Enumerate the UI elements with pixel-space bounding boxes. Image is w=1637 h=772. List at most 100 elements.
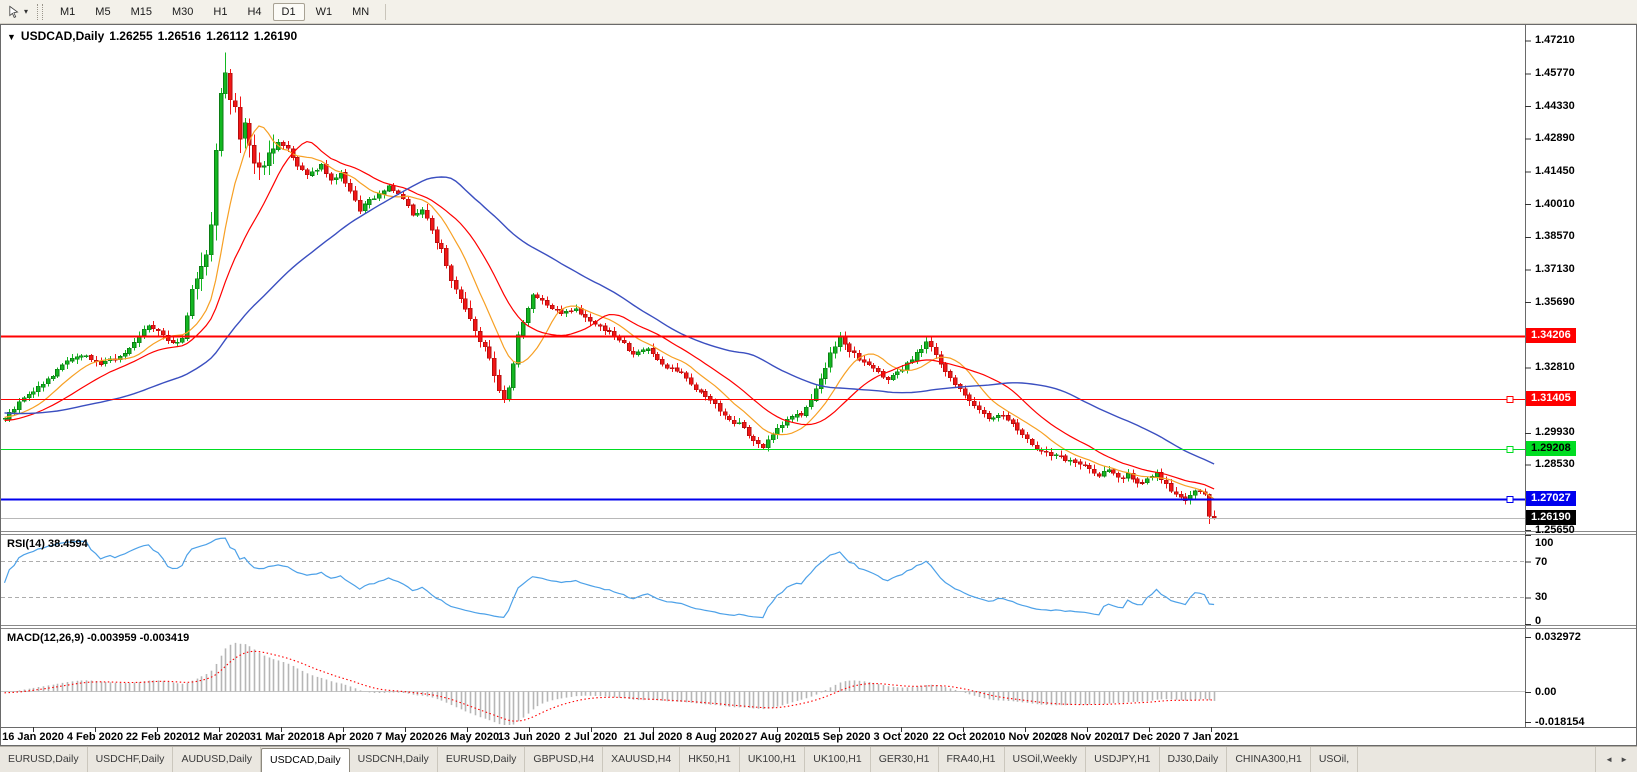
symbol-tabs: EURUSD,Daily USDCHF,Daily AUDUSD,Daily USDC… <box>0 747 1595 772</box>
tab-eurusd-daily[interactable]: EURUSD,Daily <box>0 747 88 772</box>
pointer-icon <box>9 5 19 18</box>
timeframe-button-mn[interactable]: MN <box>352 5 370 18</box>
price-tick-label: 1.41450 <box>1535 164 1575 177</box>
date-tick-label: 8 Aug 2020 <box>686 731 744 743</box>
price-tick-label: 1.28530 <box>1535 458 1575 471</box>
timeframe-button-h4[interactable]: H4 <box>247 5 262 18</box>
level-price-label: 1.34206 <box>1526 327 1576 343</box>
cursor-tool-dropdown-icon[interactable]: ▾ <box>24 7 29 16</box>
candles-series <box>3 52 1217 524</box>
macd-tick-label: 0.00 <box>1535 685 1557 698</box>
current-price-label: 1.26190 <box>1526 509 1576 525</box>
date-tick-label: 3 Oct 2020 <box>873 731 929 743</box>
date-tick-label: 22 Feb 2020 <box>125 731 189 743</box>
tab-dj30-daily[interactable]: DJ30,Daily <box>1160 747 1228 772</box>
tab-uk100-h1[interactable]: UK100,H1 <box>740 747 806 772</box>
timeframe-button-d1[interactable]: D1 <box>272 2 305 21</box>
date-tick-label: 7 Jan 2021 <box>1183 731 1239 743</box>
date-tick-label: 10 Nov 2020 <box>993 731 1057 743</box>
tab-uk100-h1[interactable]: UK100,H1 <box>805 747 871 772</box>
ohlc-open: 1.26255 <box>109 29 153 43</box>
tab-usdchf-daily[interactable]: USDCHF,Daily <box>88 747 174 772</box>
date-tick-label: 4 Feb 2020 <box>66 731 124 743</box>
tab-scroll-left-icon[interactable]: ◄ <box>1605 755 1614 764</box>
timeframe-button-m30[interactable]: M30 <box>171 5 194 18</box>
tab-scroll-right-icon[interactable]: ► <box>1620 755 1628 764</box>
rsi-pane <box>1 537 1525 619</box>
chart-structure <box>0 24 1637 746</box>
timeframe-button-m1[interactable]: M1 <box>60 5 76 18</box>
timeframe-button-h1[interactable]: H1 <box>213 5 228 18</box>
toolbar: ▾ M1 M5 M15 M30 H1 H4 D1 W1 MN <box>0 0 1637 24</box>
hline-handle <box>1506 396 1514 403</box>
rsi-tick-label: 70 <box>1535 555 1548 568</box>
toolbar-drag-handle[interactable] <box>37 3 44 20</box>
tab-usdcnh-daily[interactable]: USDCNH,Daily <box>350 747 438 772</box>
date-tick-label: 26 May 2020 <box>434 731 500 743</box>
macd-pane <box>1 642 1525 725</box>
tab-eurusd-daily[interactable]: EURUSD,Daily <box>438 747 526 772</box>
symbol-tabstrip: EURUSD,Daily USDCHF,Daily AUDUSD,Daily USDC… <box>0 746 1637 772</box>
tab-audusd-daily[interactable]: AUDUSD,Daily <box>173 747 262 772</box>
tab-china300-h1[interactable]: CHINA300,H1 <box>1227 747 1311 772</box>
macd-signal-line <box>4 650 1215 722</box>
price-tick-label: 1.32810 <box>1535 360 1575 373</box>
price-tick-label: 1.47210 <box>1535 34 1575 47</box>
date-tick-label: 2 Jul 2020 <box>564 731 618 743</box>
level-price-label: 1.27027 <box>1526 490 1576 506</box>
level-lines[interactable] <box>1 335 1525 519</box>
date-tick-label: 13 Jun 2020 <box>497 731 561 743</box>
price-tick-label: 1.42890 <box>1535 132 1575 145</box>
moving-averages <box>4 125 1215 500</box>
window-menu-icon[interactable]: ▼ <box>7 32 16 42</box>
ohlc-low: 1.26112 <box>206 29 249 43</box>
level-price-label: 1.29208 <box>1526 441 1576 457</box>
hline-handle <box>1506 496 1514 503</box>
symbol-period-label: USDCAD,Daily <box>20 29 105 43</box>
date-tick-label: 15 Sep 2020 <box>807 731 871 743</box>
timeframe-button-m15[interactable]: M15 <box>130 5 152 18</box>
ma-20-line <box>4 140 1215 490</box>
tab-hk50-h1[interactable]: HK50,H1 <box>680 747 740 772</box>
tab-fra40-h1[interactable]: FRA40,H1 <box>939 747 1005 772</box>
date-tick-label: 28 Nov 2020 <box>1055 731 1119 743</box>
chart-title: ▼ USDCAD,Daily 1.26255 1.26516 1.26112 1.2619… <box>7 29 302 43</box>
price-tick-label: 1.38570 <box>1535 230 1575 243</box>
rsi-tick-label: 100 <box>1535 537 1554 549</box>
tab-usoil-weekly[interactable]: USOil,Weekly <box>1005 747 1087 772</box>
ohlc-close: 1.26190 <box>253 29 298 43</box>
date-tick-label: 27 Aug 2020 <box>745 731 809 743</box>
price-tick-label: 1.29930 <box>1535 426 1575 439</box>
rsi-line <box>3 537 1215 619</box>
date-tick-label: 18 Apr 2020 <box>312 731 374 743</box>
ohlc-high: 1.26516 <box>157 29 202 43</box>
ma-10-line <box>4 125 1215 500</box>
date-tick-label: 16 Jan 2020 <box>2 731 64 743</box>
date-tick-label: 7 May 2020 <box>375 731 435 743</box>
macd-tick-label: -0.018154 <box>1535 715 1585 728</box>
tab-ger30-h1[interactable]: GER30,H1 <box>871 747 939 772</box>
rsi-tick-label: 30 <box>1535 591 1548 604</box>
macd-tick-label: 0.032972 <box>1535 631 1581 643</box>
ma-50-line <box>4 176 1215 465</box>
tab-usoil[interactable]: USOil, <box>1311 747 1359 772</box>
timeframe-button-m5[interactable]: M5 <box>95 5 111 18</box>
price-tick-label: 1.37130 <box>1535 262 1575 275</box>
price-tick-label: 1.44330 <box>1535 99 1575 112</box>
rsi-tick-label: 0 <box>1535 615 1542 627</box>
level-price-label: 1.31405 <box>1526 391 1576 407</box>
tab-scroll-controls: ◄ ► <box>1595 747 1637 772</box>
macd-label: MACD(12,26,9) -0.003959 -0.003419 <box>7 632 190 644</box>
date-tick-label: 31 Mar 2020 <box>249 731 313 743</box>
price-tick-label: 1.45770 <box>1535 66 1575 79</box>
tab-xauusd-h4[interactable]: XAUUSD,H4 <box>603 747 681 772</box>
toolbar-separator <box>385 3 387 20</box>
cursor-tool-icon[interactable] <box>4 3 24 21</box>
tab-usdjpy-h1[interactable]: USDJPY,H1 <box>1086 747 1160 772</box>
price-tick-label: 1.40010 <box>1535 197 1575 210</box>
tab-gbpusd-h4[interactable]: GBPUSD,H4 <box>525 747 604 772</box>
tab-usdcad-daily[interactable]: USDCAD,Daily <box>261 748 350 772</box>
timeframe-button-w1[interactable]: W1 <box>315 5 333 18</box>
